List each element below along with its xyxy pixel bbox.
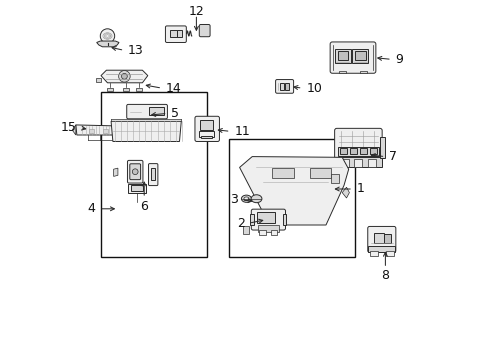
Text: 7: 7 bbox=[389, 150, 397, 163]
Bar bbox=[360, 148, 367, 154]
Bar bbox=[243, 226, 249, 234]
Bar bbox=[257, 212, 274, 223]
Bar bbox=[280, 83, 284, 90]
Bar bbox=[123, 88, 129, 91]
Bar bbox=[171, 30, 177, 37]
Bar bbox=[229, 139, 355, 257]
Polygon shape bbox=[72, 125, 76, 135]
Bar bbox=[177, 30, 182, 37]
Bar bbox=[341, 159, 349, 167]
Bar bbox=[310, 168, 331, 178]
FancyBboxPatch shape bbox=[148, 163, 158, 186]
Bar bbox=[103, 129, 108, 133]
FancyBboxPatch shape bbox=[127, 104, 168, 119]
Bar bbox=[384, 234, 391, 243]
FancyBboxPatch shape bbox=[166, 26, 186, 42]
Bar bbox=[101, 92, 207, 257]
Polygon shape bbox=[111, 121, 181, 141]
Ellipse shape bbox=[251, 195, 262, 203]
FancyBboxPatch shape bbox=[199, 24, 210, 37]
Bar bbox=[201, 136, 212, 138]
Bar bbox=[335, 157, 382, 167]
Bar bbox=[199, 120, 213, 130]
Text: 12: 12 bbox=[189, 5, 204, 18]
Bar bbox=[374, 233, 384, 243]
Bar bbox=[338, 147, 379, 156]
Polygon shape bbox=[97, 41, 119, 47]
Bar bbox=[338, 51, 348, 60]
Text: 14: 14 bbox=[166, 82, 182, 95]
Bar bbox=[250, 214, 254, 225]
Polygon shape bbox=[96, 78, 101, 82]
Text: 1: 1 bbox=[357, 183, 365, 195]
Bar bbox=[370, 251, 378, 256]
Polygon shape bbox=[101, 70, 148, 83]
FancyBboxPatch shape bbox=[330, 42, 376, 73]
Bar bbox=[199, 131, 214, 137]
FancyBboxPatch shape bbox=[275, 80, 294, 93]
Bar bbox=[386, 251, 393, 256]
Polygon shape bbox=[240, 157, 349, 225]
Bar bbox=[283, 214, 286, 225]
Bar bbox=[350, 148, 357, 154]
Bar bbox=[151, 168, 155, 180]
Bar bbox=[258, 225, 279, 232]
Text: 13: 13 bbox=[128, 44, 144, 57]
Text: 2: 2 bbox=[237, 217, 245, 230]
Text: 4: 4 bbox=[88, 202, 96, 215]
Bar bbox=[271, 230, 277, 235]
FancyBboxPatch shape bbox=[335, 129, 382, 167]
Bar bbox=[107, 88, 113, 91]
Circle shape bbox=[122, 73, 127, 79]
Polygon shape bbox=[342, 187, 349, 198]
Polygon shape bbox=[114, 168, 118, 176]
Bar bbox=[136, 88, 142, 91]
Text: 9: 9 bbox=[395, 53, 403, 66]
Bar bbox=[370, 148, 377, 154]
Text: 10: 10 bbox=[306, 82, 322, 95]
FancyBboxPatch shape bbox=[195, 116, 220, 141]
Bar bbox=[352, 49, 368, 63]
Ellipse shape bbox=[244, 197, 249, 201]
Bar bbox=[339, 71, 346, 73]
Bar bbox=[368, 159, 376, 167]
Bar bbox=[285, 83, 289, 90]
Text: 6: 6 bbox=[140, 201, 148, 213]
Bar bbox=[335, 49, 351, 63]
FancyBboxPatch shape bbox=[251, 209, 286, 230]
FancyBboxPatch shape bbox=[130, 164, 141, 180]
Text: 11: 11 bbox=[234, 125, 250, 138]
Bar bbox=[354, 159, 363, 167]
Bar bbox=[368, 246, 395, 252]
Bar bbox=[360, 71, 368, 73]
Bar bbox=[89, 129, 94, 133]
Bar bbox=[340, 148, 346, 154]
Bar bbox=[272, 168, 294, 178]
Circle shape bbox=[100, 29, 115, 43]
Bar bbox=[380, 137, 386, 158]
FancyBboxPatch shape bbox=[368, 226, 396, 252]
Bar bbox=[259, 230, 266, 235]
FancyBboxPatch shape bbox=[127, 161, 143, 183]
Circle shape bbox=[119, 71, 130, 82]
Bar bbox=[128, 184, 146, 193]
Polygon shape bbox=[76, 125, 120, 135]
Bar bbox=[148, 107, 164, 115]
Text: 15: 15 bbox=[61, 121, 76, 134]
Circle shape bbox=[132, 169, 138, 175]
Text: 8: 8 bbox=[381, 269, 390, 282]
Bar bbox=[131, 185, 143, 191]
Bar bbox=[355, 51, 366, 60]
Ellipse shape bbox=[242, 195, 251, 202]
Text: 3: 3 bbox=[230, 193, 238, 206]
Bar bbox=[331, 174, 339, 183]
Text: 5: 5 bbox=[171, 107, 179, 120]
